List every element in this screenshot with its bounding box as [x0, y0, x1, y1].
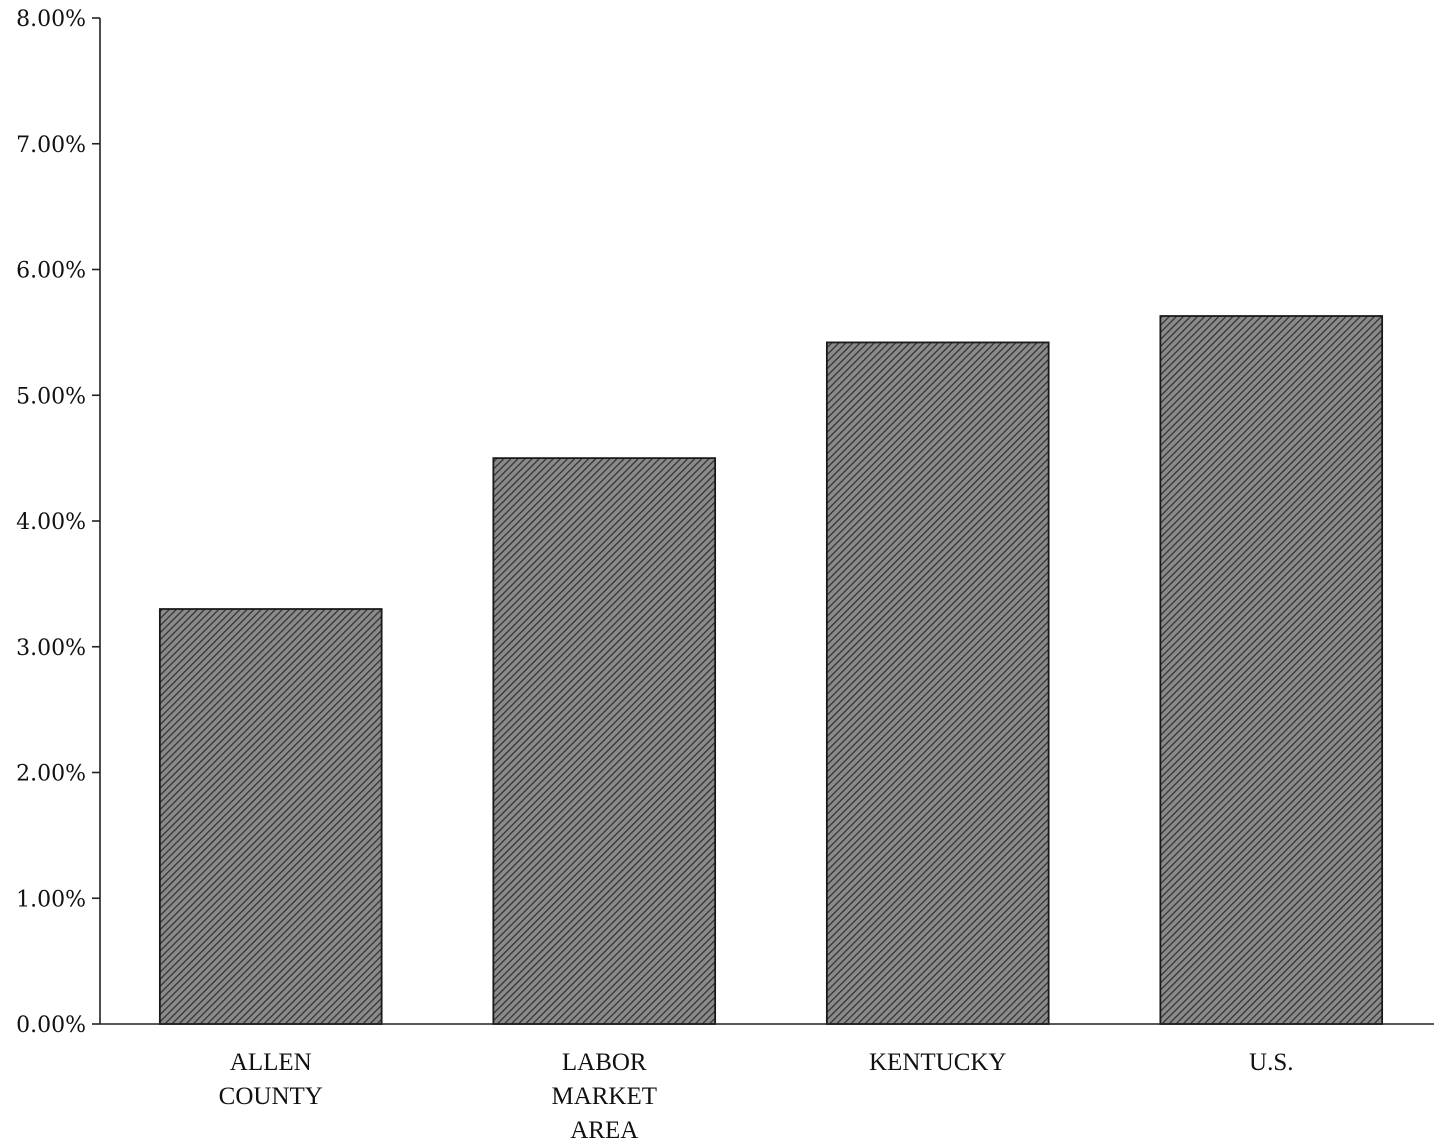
- x-category-label-line: AREA: [570, 1117, 638, 1143]
- x-category-label: ALLEN COUNTY: [219, 1049, 323, 1110]
- x-category-label-line: COUNTY: [219, 1083, 323, 1110]
- y-axis: 0.00% 1.00% 2.00% 3.00% 4.00% 5.00% 6.00% 7.00%…: [16, 7, 101, 1038]
- x-category-label: U.S.: [1249, 1049, 1293, 1076]
- y-tick-label: 4.00%: [16, 510, 86, 535]
- x-category-label: LABOR MARKET AREA: [551, 1049, 657, 1143]
- bar: [1159, 315, 1384, 1025]
- y-tick-label: 7.00%: [16, 133, 86, 158]
- y-tick-label: 6.00%: [16, 259, 86, 284]
- x-category-label-line: LABOR: [562, 1049, 647, 1076]
- x-category-label-line: U.S.: [1249, 1049, 1293, 1076]
- bars: [158, 315, 1384, 1025]
- bar: [158, 608, 383, 1025]
- bar: [492, 457, 717, 1025]
- x-category-label-line: KENTUCKY: [869, 1049, 1007, 1076]
- y-tick-label: 5.00%: [16, 384, 86, 409]
- y-tick-label: 1.00%: [16, 887, 86, 912]
- y-tick-label: 0.00%: [16, 1013, 86, 1038]
- y-tick-label: 3.00%: [16, 636, 86, 661]
- x-category-label: KENTUCKY: [869, 1049, 1007, 1076]
- bar: [825, 341, 1050, 1025]
- x-axis: ALLEN COUNTY LABOR MARKET AREA KENTUCKY U.S.: [100, 1023, 1434, 1143]
- x-category-label-line: ALLEN: [230, 1049, 312, 1076]
- y-tick-label: 8.00%: [16, 7, 86, 32]
- y-tick-label: 2.00%: [16, 762, 86, 787]
- x-category-label-line: MARKET: [551, 1083, 657, 1110]
